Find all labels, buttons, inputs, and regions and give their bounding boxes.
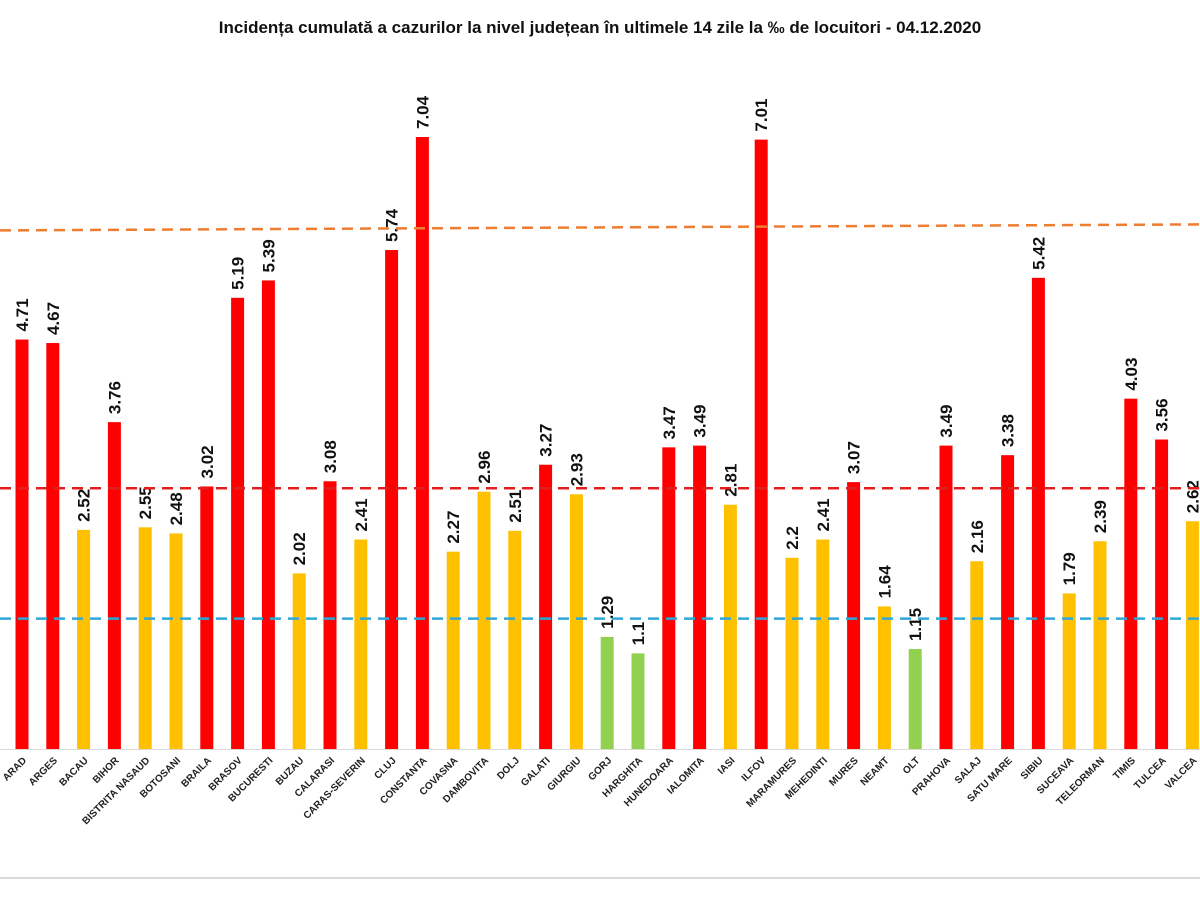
- value-label: 2.27: [444, 511, 463, 544]
- bar-iasi: [723, 504, 737, 749]
- value-label: 1.1: [629, 622, 648, 646]
- bar-maramures: [785, 557, 799, 749]
- category-label: GORJ: [587, 755, 615, 783]
- category-label: IASI: [716, 755, 738, 777]
- bar-covasna: [446, 551, 460, 749]
- value-label: 3.02: [198, 445, 217, 478]
- bar-satu-mare: [1001, 455, 1015, 749]
- bar-arad: [15, 339, 29, 749]
- value-label: 2.2: [783, 526, 802, 550]
- value-label: 4.71: [13, 298, 32, 331]
- bar-ilfov: [754, 139, 768, 749]
- bar-hunedoara: [662, 447, 676, 749]
- value-label: 1.15: [906, 608, 925, 641]
- value-label: 2.81: [721, 464, 740, 497]
- value-label: 2.52: [75, 489, 94, 522]
- bar-harghita: [631, 653, 645, 749]
- bar-mehedinti: [816, 539, 830, 749]
- value-label: 3.49: [937, 405, 956, 438]
- bar-bihor: [107, 422, 121, 749]
- value-label: 2.39: [1091, 500, 1110, 533]
- value-label: 5.19: [229, 257, 248, 290]
- bar-bacau: [77, 529, 91, 749]
- category-label: TIMIS: [1111, 755, 1138, 782]
- bar-constanta: [415, 137, 429, 749]
- value-label: 3.08: [321, 440, 340, 473]
- value-label: 2.93: [567, 453, 586, 486]
- bar-mures: [847, 482, 861, 749]
- value-label: 3.47: [660, 406, 679, 439]
- bar-galati: [539, 464, 553, 749]
- value-label: 1.29: [598, 596, 617, 629]
- value-label: 4.03: [1122, 358, 1141, 391]
- value-label: 1.79: [1060, 552, 1079, 585]
- bar-ialomita: [693, 445, 707, 749]
- value-label: 3.56: [1153, 398, 1172, 431]
- category-label: MURES: [827, 755, 861, 789]
- value-label: 7.04: [413, 95, 432, 129]
- bar-timis: [1124, 398, 1138, 749]
- bar-valcea: [1185, 521, 1199, 749]
- bar-olt: [908, 649, 922, 749]
- category-label: DOLJ: [495, 755, 522, 782]
- value-label: 5.42: [1029, 237, 1048, 270]
- value-label: 3.27: [537, 424, 556, 457]
- bar-botosani: [169, 533, 183, 749]
- value-label: 2.62: [1183, 480, 1200, 513]
- value-label: 2.48: [167, 492, 186, 525]
- category-label: ILFOV: [740, 755, 769, 784]
- bar-brasov: [231, 297, 245, 749]
- chart-title: Incidența cumulată a cazurilor la nivel …: [218, 18, 982, 37]
- bar-caras-severin: [354, 539, 368, 749]
- bar-neamt: [877, 606, 891, 749]
- category-label: BACAU: [57, 755, 90, 788]
- value-label: 5.39: [259, 239, 278, 272]
- value-label: 1.64: [875, 565, 894, 599]
- bar-suceava: [1062, 593, 1076, 749]
- bar-cluj: [385, 250, 399, 750]
- bar-salaj: [970, 561, 984, 749]
- bar-dolj: [508, 530, 522, 749]
- bar-arges: [46, 343, 60, 749]
- category-label: ARGES: [27, 755, 60, 788]
- value-label: 5.74: [383, 208, 402, 242]
- value-label: 3.49: [691, 405, 710, 438]
- value-label: 3.76: [105, 381, 124, 414]
- value-label: 2.41: [352, 498, 371, 531]
- category-label: GIURGIU: [545, 755, 583, 793]
- category-label: NEAMT: [859, 755, 892, 788]
- category-label: SIBIU: [1019, 755, 1046, 782]
- value-label: 2.51: [506, 490, 525, 523]
- category-label: TULCEA: [1132, 755, 1168, 791]
- category-label: CLUJ: [372, 755, 398, 781]
- value-label: 3.07: [845, 441, 864, 474]
- value-label: 7.01: [752, 99, 771, 132]
- bar-bistrita-nasaud: [138, 527, 152, 749]
- bar-buzau: [292, 573, 306, 749]
- bar-teleorman: [1093, 541, 1107, 749]
- bar-sibiu: [1031, 277, 1045, 749]
- chart-border: [0, 877, 1200, 879]
- value-label: 2.16: [968, 520, 987, 553]
- value-label: 2.02: [290, 532, 309, 565]
- category-label: OLT: [901, 755, 922, 776]
- bar-prahova: [939, 445, 953, 749]
- value-label: 2.96: [475, 451, 494, 484]
- category-label: ARAD: [1, 755, 29, 783]
- value-label: 4.67: [44, 302, 63, 335]
- bar-giurgiu: [569, 494, 583, 749]
- bar-tulcea: [1155, 439, 1169, 749]
- bar-dambovita: [477, 491, 491, 749]
- value-label: 2.41: [814, 498, 833, 531]
- threshold-line-6: [0, 223, 1200, 232]
- value-label: 3.38: [999, 414, 1018, 447]
- category-label: VALCEA: [1163, 755, 1199, 791]
- bar-calarasi: [323, 481, 337, 749]
- bar-bucuresti: [261, 280, 275, 749]
- bar-gorj: [600, 636, 614, 749]
- value-label: 2.55: [136, 486, 155, 519]
